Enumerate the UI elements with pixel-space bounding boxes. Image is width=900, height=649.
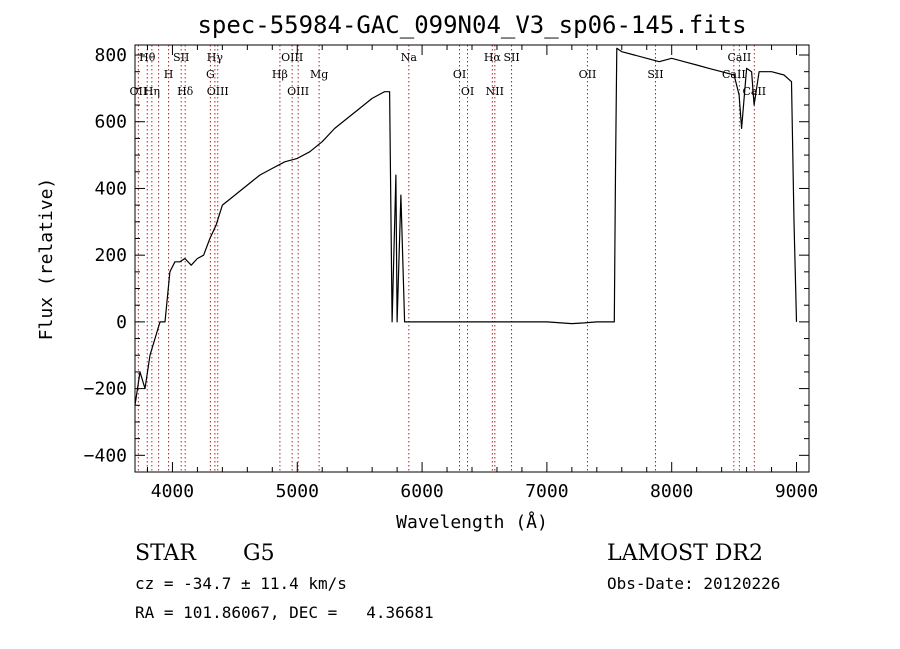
object-subclass: G5 bbox=[243, 541, 275, 566]
plot-frame bbox=[134, 44, 810, 473]
spectral-line-label: Na bbox=[401, 51, 418, 64]
survey-name: LAMOST DR2 bbox=[607, 541, 763, 566]
spectral-line-label: SII bbox=[647, 68, 663, 81]
spectral-line-label: Hη bbox=[144, 85, 160, 98]
spectral-line-label: CaII bbox=[722, 68, 746, 81]
spectral-line-label: CaII bbox=[742, 85, 766, 98]
y-tick-label: −400 bbox=[84, 445, 127, 466]
plot-area: 4000 5000 6000 7000 8000 9000 −400 −200 0 200 400 6… bbox=[84, 44, 818, 502]
x-tick-label: 9000 bbox=[775, 481, 818, 502]
spectral-line-label: Mg bbox=[310, 68, 328, 81]
y-tick-label: −200 bbox=[84, 379, 127, 400]
spectral-line-label: SII bbox=[173, 51, 189, 64]
redshift-info: cz = -34.7 ± 11.4 km/s bbox=[135, 574, 347, 593]
x-tick-label: 7000 bbox=[525, 481, 568, 502]
coordinates: RA = 101.86067, DEC = 4.36681 bbox=[135, 603, 434, 622]
x-tick-label: 5000 bbox=[276, 481, 319, 502]
y-axis-label: Flux (relative) bbox=[36, 178, 57, 341]
spectral-line-label: G bbox=[206, 68, 215, 81]
chart-title: spec-55984-GAC_099N04_V3_sp06-145.fits bbox=[197, 11, 746, 39]
spectral-line-label: NII bbox=[486, 85, 504, 98]
spectral-line-label: H bbox=[164, 68, 174, 81]
spectral-line-label: CaII bbox=[728, 51, 752, 64]
spectral-line-label: Hθ bbox=[139, 51, 156, 64]
x-tick-label: 8000 bbox=[650, 481, 693, 502]
spectral-line-label: OI bbox=[461, 85, 474, 98]
y-tick-label: 400 bbox=[94, 178, 127, 199]
x-axis-label: Wavelength (Å) bbox=[396, 511, 548, 533]
y-tick-label: 0 bbox=[116, 312, 127, 333]
spectral-line-label: OIII bbox=[281, 51, 303, 64]
spectral-line-label: Hβ bbox=[272, 68, 288, 81]
spectral-line-label: OII bbox=[579, 68, 597, 81]
object-class: STAR bbox=[135, 541, 197, 566]
x-tick-label: 4000 bbox=[151, 481, 194, 502]
y-tick-label: 200 bbox=[94, 245, 127, 266]
x-tick-label: 6000 bbox=[400, 481, 443, 502]
y-tick-label: 600 bbox=[94, 112, 127, 133]
spectral-line-label: Hδ bbox=[177, 85, 194, 98]
spectral-line-label: OI bbox=[453, 68, 466, 81]
spectral-line-label: OIII bbox=[287, 85, 309, 98]
observation-date: Obs-Date: 20120226 bbox=[607, 574, 780, 593]
spectrum-series-line bbox=[134, 47, 798, 406]
spectral-line-label: OIII bbox=[207, 85, 229, 98]
spectral-line-label: OII bbox=[130, 85, 148, 98]
spectral-line-label: Hγ bbox=[207, 51, 224, 64]
spectral-line-label: Hα bbox=[484, 51, 502, 64]
y-tick-label: 800 bbox=[94, 45, 127, 66]
spectral-line-label: SII bbox=[503, 51, 519, 64]
